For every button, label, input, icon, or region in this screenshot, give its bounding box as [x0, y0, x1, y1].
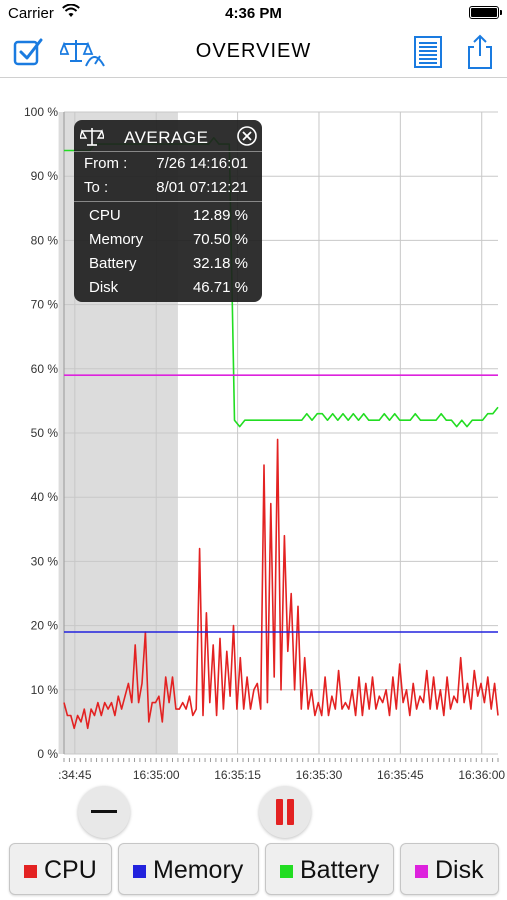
legend-button-disk[interactable]: Disk — [400, 843, 499, 895]
legend-label-cpu: CPU — [44, 856, 97, 884]
x-tick-label: 16:35:45 — [377, 768, 424, 782]
legend-label-battery: Battery — [300, 856, 380, 884]
average-row-cpu: CPU 12.89 % — [74, 207, 262, 227]
y-tick-label: 100 % — [24, 105, 58, 119]
legend-button-battery[interactable]: Battery — [265, 843, 394, 895]
y-tick-label: 70 % — [31, 298, 59, 312]
memory-swatch — [133, 865, 146, 878]
x-tick-label: 16:35:00 — [133, 768, 180, 782]
minus-icon — [91, 810, 117, 813]
carrier-label: Carrier — [8, 5, 54, 22]
average-value: 32.18 % — [192, 255, 248, 272]
average-value: 70.50 % — [192, 231, 248, 248]
average-label: Disk — [89, 279, 119, 296]
y-tick-label: 30 % — [31, 554, 59, 568]
legend-label-disk: Disk — [435, 856, 484, 884]
average-value: 12.89 % — [192, 207, 248, 224]
close-icon[interactable] — [236, 125, 258, 147]
y-tick-label: 60 % — [31, 362, 59, 376]
series-line-cpu — [63, 438, 499, 730]
x-tick-label: 16:35:30 — [296, 768, 343, 782]
y-tick-label: 80 % — [31, 233, 59, 247]
average-row-memory: Memory 70.50 % — [74, 231, 262, 251]
y-tick-label: 0 % — [37, 747, 58, 761]
average-popup-title: AVERAGE — [124, 128, 209, 147]
legend-button-cpu[interactable]: CPU — [9, 843, 112, 895]
average-value: 46.71 % — [192, 279, 248, 296]
average-label: Battery — [89, 255, 137, 272]
status-bar: Carrier 4:36 PM — [0, 0, 507, 26]
legend-label-memory: Memory — [153, 856, 244, 884]
wifi-icon — [62, 3, 80, 22]
to-label: To : — [84, 179, 109, 196]
battery-icon — [469, 6, 502, 19]
page-title: OVERVIEW — [195, 40, 312, 62]
y-tick-label: 20 % — [31, 619, 59, 633]
legend-button-memory[interactable]: Memory — [118, 843, 259, 895]
average-label: Memory — [89, 231, 144, 248]
navigation-bar: OVERVIEW — [0, 26, 507, 78]
share-icon[interactable] — [462, 34, 498, 70]
x-tick-label: 16:35:15 — [214, 768, 261, 782]
list-icon[interactable] — [410, 34, 446, 70]
x-tick-label: 16:36:00 — [458, 768, 505, 782]
cpu-swatch — [24, 865, 37, 878]
average-popup: AVERAGE From : 7/26 14:16:01 To : 8/01 0… — [74, 120, 262, 302]
average-row-disk: Disk 46.71 % — [74, 279, 262, 299]
status-time: 4:36 PM — [225, 5, 282, 22]
from-row: From : 7/26 14:16:01 — [74, 155, 262, 175]
y-tick-label: 40 % — [31, 490, 59, 504]
zoom-out-button[interactable] — [78, 786, 130, 838]
y-tick-label: 50 % — [31, 426, 59, 440]
average-row-battery: Battery 32.18 % — [74, 255, 262, 275]
disk-swatch — [415, 865, 428, 878]
average-popup-header: AVERAGE — [74, 124, 262, 150]
y-tick-label: 10 % — [31, 683, 59, 697]
to-row: To : 8/01 07:12:21 — [74, 179, 262, 199]
x-tick-label: :34:45 — [58, 768, 92, 782]
scale-speed-icon[interactable] — [58, 34, 106, 70]
from-value: 7/26 14:16:01 — [156, 155, 248, 172]
battery-swatch — [280, 865, 293, 878]
from-label: From : — [84, 155, 128, 172]
checkbox-icon[interactable] — [10, 34, 46, 70]
scale-icon — [79, 126, 105, 148]
pause-button[interactable] — [259, 786, 311, 838]
y-tick-label: 90 % — [31, 169, 59, 183]
to-value: 8/01 07:12:21 — [156, 179, 248, 196]
average-label: CPU — [89, 207, 121, 224]
